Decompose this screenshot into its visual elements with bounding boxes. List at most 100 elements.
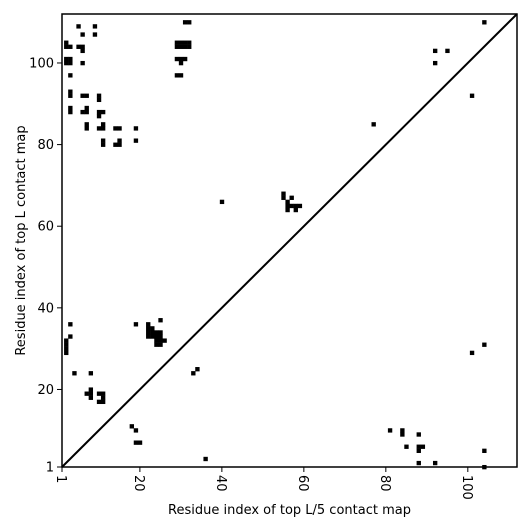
data-point xyxy=(84,93,89,98)
data-point xyxy=(154,334,159,339)
data-point xyxy=(68,73,73,78)
data-point xyxy=(133,322,139,327)
data-point xyxy=(96,93,102,98)
data-point xyxy=(68,105,73,111)
data-point xyxy=(76,24,81,29)
data-point xyxy=(191,371,196,376)
data-point xyxy=(158,330,163,335)
data-point xyxy=(416,432,421,437)
data-point xyxy=(96,391,102,396)
data-point xyxy=(432,60,438,66)
data-point xyxy=(432,48,438,54)
data-point xyxy=(178,40,184,45)
data-point xyxy=(117,138,122,143)
data-point xyxy=(133,126,139,131)
data-point xyxy=(96,399,102,405)
data-point xyxy=(154,330,159,335)
data-point xyxy=(285,199,290,205)
y-axis-ticks: 1 20 40 60 80 100 xyxy=(29,56,62,476)
y-tick-label: 80 xyxy=(37,138,54,153)
data-point xyxy=(76,44,81,49)
data-point xyxy=(154,338,159,343)
data-point xyxy=(117,142,122,147)
data-point xyxy=(146,326,151,331)
data-point xyxy=(187,40,192,45)
data-point xyxy=(182,44,188,49)
data-point xyxy=(137,440,143,445)
data-point xyxy=(482,20,487,25)
data-point xyxy=(482,342,487,347)
data-point xyxy=(64,44,69,49)
data-point xyxy=(100,391,106,396)
data-point xyxy=(293,207,298,213)
data-point xyxy=(416,448,421,453)
data-point xyxy=(387,428,393,433)
data-point xyxy=(100,126,106,131)
data-point xyxy=(68,322,73,327)
data-point xyxy=(158,318,163,323)
data-point xyxy=(400,428,405,433)
plot-frame xyxy=(61,13,518,468)
y-tick-label: 60 xyxy=(37,220,54,235)
data-point xyxy=(178,44,184,49)
data-point xyxy=(174,56,180,62)
x-tick-label: 100 xyxy=(459,475,474,500)
data-point xyxy=(285,203,290,209)
data-point xyxy=(113,126,118,131)
data-point xyxy=(100,142,106,147)
data-point xyxy=(88,371,94,376)
data-point xyxy=(117,126,122,131)
data-point xyxy=(187,20,192,25)
data-point xyxy=(174,40,180,45)
data-point xyxy=(100,109,106,115)
data-point xyxy=(96,97,102,103)
data-point xyxy=(100,399,106,405)
data-point xyxy=(146,334,151,339)
data-point xyxy=(68,60,73,66)
data-point xyxy=(96,126,102,131)
data-point xyxy=(297,203,303,209)
data-point xyxy=(416,460,421,466)
data-point xyxy=(80,48,85,54)
data-point xyxy=(68,56,73,62)
data-point xyxy=(203,456,208,462)
data-point xyxy=(404,444,409,449)
data-point xyxy=(80,93,85,98)
data-point xyxy=(84,109,89,115)
x-axis-ticks: 1 20 40 60 80 100 xyxy=(53,467,474,500)
data-point xyxy=(88,391,94,396)
data-point xyxy=(100,122,106,127)
data-point xyxy=(416,444,421,449)
data-point xyxy=(133,440,139,445)
data-point xyxy=(68,89,73,94)
data-point xyxy=(133,138,139,143)
data-point xyxy=(100,138,106,143)
data-point xyxy=(162,338,167,343)
diagonal-line xyxy=(61,13,518,468)
data-point xyxy=(285,207,290,213)
data-point xyxy=(469,350,475,356)
data-point xyxy=(420,444,426,449)
data-point xyxy=(64,342,69,347)
data-point xyxy=(150,330,155,335)
data-point xyxy=(68,109,73,115)
contact-points xyxy=(64,20,487,470)
data-point xyxy=(64,56,69,62)
data-point xyxy=(371,122,376,127)
data-point xyxy=(88,387,94,392)
x-tick-label: 60 xyxy=(295,475,310,492)
data-point xyxy=(68,44,73,49)
data-point xyxy=(187,44,192,49)
data-point xyxy=(80,109,85,115)
data-point xyxy=(64,40,69,45)
data-point xyxy=(80,44,85,49)
x-tick-label: 40 xyxy=(213,475,228,492)
data-point xyxy=(178,60,184,66)
data-point xyxy=(219,199,225,205)
data-point xyxy=(182,40,188,45)
x-axis-label: Residue index of top L/5 contact map xyxy=(168,503,411,518)
data-point xyxy=(64,346,69,351)
data-point xyxy=(68,334,73,339)
data-point xyxy=(150,334,155,339)
